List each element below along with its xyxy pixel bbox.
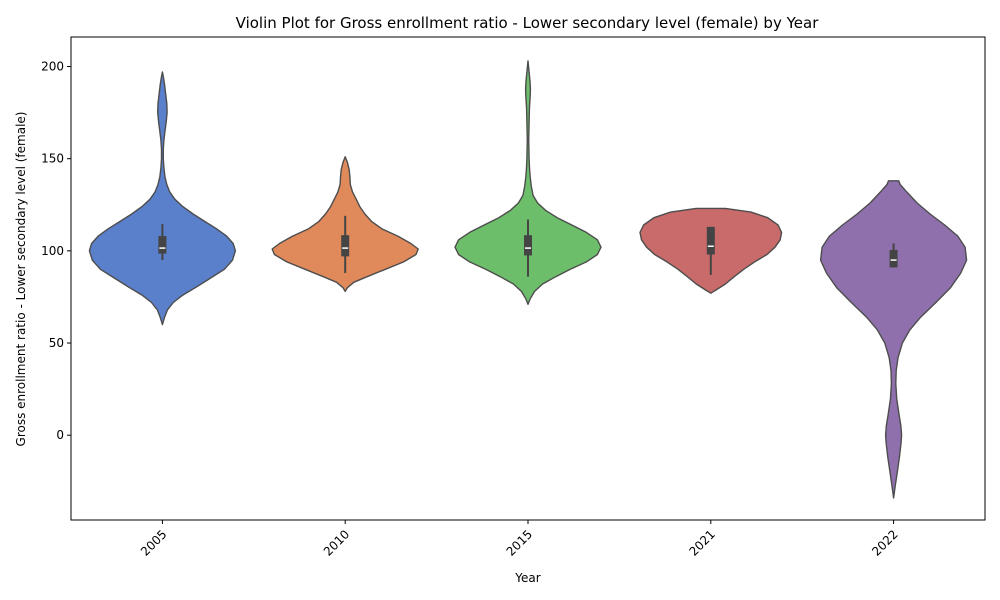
violin-2022 xyxy=(819,180,968,499)
y-tick-label: 200 xyxy=(41,59,64,73)
y-tick-label: 100 xyxy=(41,244,64,258)
violins-layer xyxy=(88,60,968,499)
x-tick-label: 2005 xyxy=(138,527,169,558)
box-2022 xyxy=(889,249,898,268)
x-tick-label: 2021 xyxy=(686,527,717,558)
y-tick-label: 150 xyxy=(41,152,64,166)
box-2010 xyxy=(341,235,350,257)
y-axis: 0 50 100 150 200 xyxy=(41,59,71,442)
x-axis: 2005 2010 2015 2021 2022 xyxy=(138,520,901,559)
box-2021 xyxy=(706,226,715,255)
box-2015 xyxy=(524,235,532,256)
box-2005 xyxy=(158,236,167,254)
x-tick-label: 2015 xyxy=(504,527,535,558)
chart-title: Violin Plot for Gross enrollment ratio -… xyxy=(236,14,820,32)
violin-2005 xyxy=(88,71,237,326)
y-axis-label: Gross enrollment ratio - Lower secondary… xyxy=(14,112,28,447)
violin-2015 xyxy=(454,60,602,305)
x-tick-label: 2022 xyxy=(869,527,900,558)
x-tick-label: 2010 xyxy=(321,527,352,558)
boxes-layer xyxy=(158,215,898,277)
y-tick-label: 50 xyxy=(49,336,64,350)
y-tick-label: 0 xyxy=(56,428,64,442)
x-axis-label: Year xyxy=(514,571,540,585)
